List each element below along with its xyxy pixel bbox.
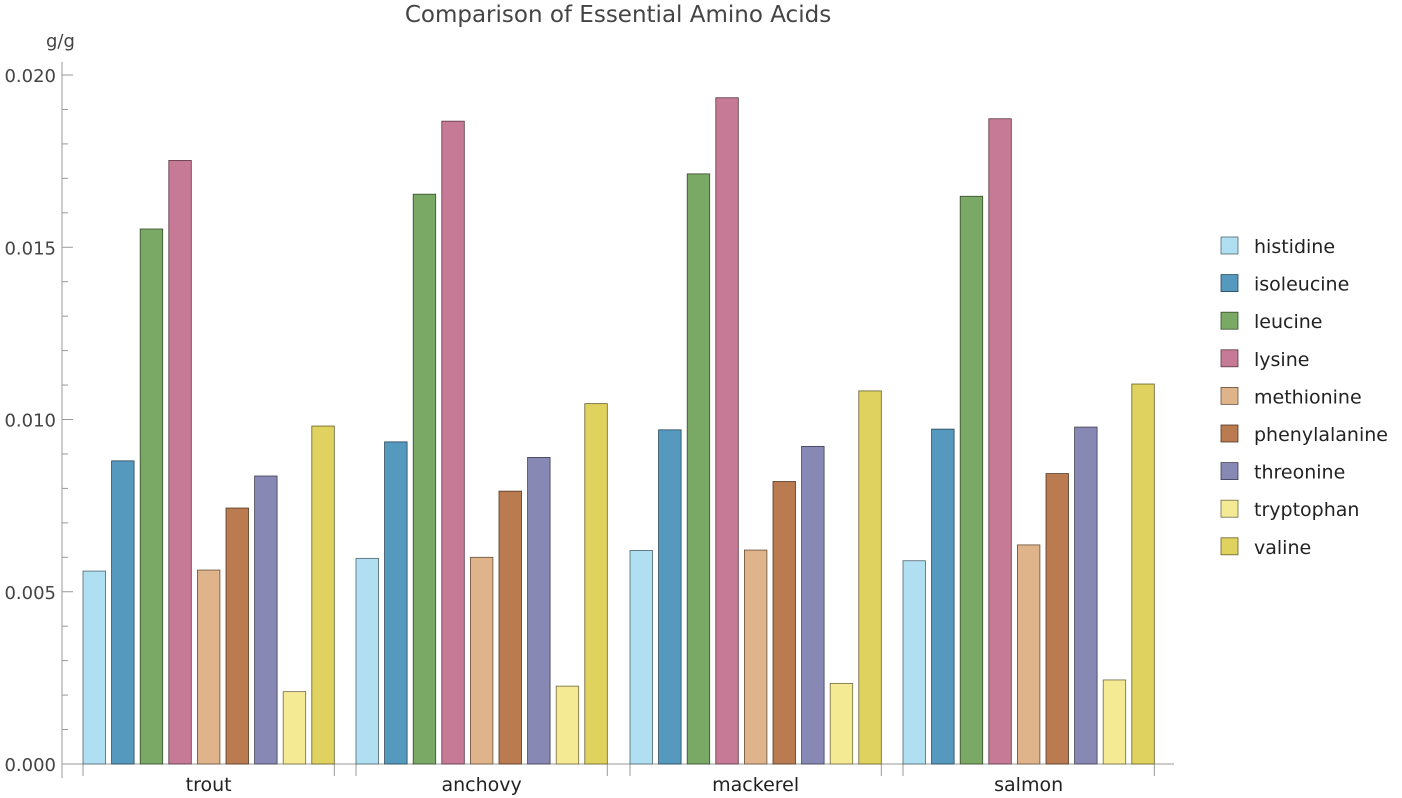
bar-salmon-valine [1131,383,1155,765]
legend-swatch [1220,386,1239,405]
bar-trout-isoleucine [111,460,135,765]
category-labels: trout anchovy mackerel salmon [186,774,1063,796]
category-label-trout: trout [186,774,232,796]
legend-swatch [1220,236,1239,255]
legend-swatch [1220,274,1239,293]
legend-label: tryptophan [1254,499,1359,521]
bar-trout-histidine [82,570,106,765]
bar-salmon-threonine [1074,426,1098,765]
y-tick-label: 0.015 [4,238,56,259]
bar-trout-leucine [139,228,164,765]
legend-swatch [1220,349,1239,368]
legend-label: histidine [1254,236,1335,258]
bar-salmon-tryptophan [1102,679,1127,765]
legend-label: threonine [1254,462,1345,484]
legend-label: lysine [1254,349,1309,371]
bar-salmon-methionine [1017,544,1041,765]
bar-anchovy-phenylalanine [498,490,522,765]
legend-item-tryptophan: tryptophan [1220,499,1359,521]
legend-label: leucine [1254,311,1322,333]
legend-item-methionine: methionine [1220,386,1362,408]
bar-trout-phenylalanine [225,507,249,765]
legend-swatch [1220,499,1239,518]
bar-mackerel-lysine [715,97,739,765]
bar-salmon-lysine [988,118,1012,765]
bar-anchovy-tryptophan [555,685,580,765]
legend: histidine isoleucine leucine lysine methioni… [1220,236,1388,559]
y-tick-label: 0.010 [4,411,56,432]
legend-swatch [1220,462,1239,481]
x-axis-ticks [82,764,1155,776]
bar-mackerel-methionine [744,549,768,765]
bar-mackerel-isoleucine [658,429,682,765]
bar-salmon-phenylalanine [1045,473,1069,765]
bar-trout-threonine [254,475,278,765]
bars [82,97,1155,765]
bar-mackerel-phenylalanine [772,481,796,765]
bar-trout-methionine [196,569,221,765]
chart-title: Comparison of Essential Amino Acids [405,2,831,28]
bar-anchovy-leucine [412,193,437,765]
category-label-mackerel: mackerel [712,774,799,796]
legend-swatch [1220,537,1239,556]
bar-salmon-histidine [902,560,926,765]
legend-item-valine: valine [1220,537,1311,559]
legend-item-phenylalanine: phenylalanine [1220,424,1388,446]
y-tick-label: 0.000 [4,755,56,776]
bar-mackerel-threonine [801,445,825,765]
bar-trout-valine [311,425,335,765]
bar-salmon-leucine [959,195,984,765]
y-axis-ticks: 0.000 0.005 0.010 0.015 0.020 [4,66,73,776]
category-label-salmon: salmon [994,774,1063,796]
legend-swatch [1220,311,1239,330]
category-label-anchovy: anchovy [442,774,522,796]
legend-label: phenylalanine [1254,424,1388,446]
bar-mackerel-tryptophan [829,682,854,765]
bar-anchovy-isoleucine [384,441,408,765]
bar-mackerel-leucine [686,173,711,765]
y-tick-label: 0.020 [4,66,56,87]
legend-swatch [1220,424,1239,443]
legend-label: valine [1254,537,1311,559]
legend-item-isoleucine: isoleucine [1220,274,1349,296]
bar-trout-lysine [168,160,192,765]
bar-anchovy-valine [584,403,608,765]
bar-mackerel-valine [858,390,882,765]
y-axis-unit-label: g/g [46,31,75,52]
legend-label: methionine [1254,386,1362,408]
legend-label: isoleucine [1254,274,1349,296]
bar-anchovy-lysine [441,120,465,765]
y-tick-label: 0.005 [4,583,56,604]
bar-mackerel-histidine [629,550,653,765]
legend-item-lysine: lysine [1220,349,1309,371]
bar-anchovy-histidine [355,557,379,765]
bar-anchovy-methionine [469,556,494,765]
legend-item-histidine: histidine [1220,236,1335,258]
bar-anchovy-threonine [527,456,551,765]
bar-trout-tryptophan [282,691,307,765]
legend-item-threonine: threonine [1220,462,1345,484]
bar-salmon-isoleucine [931,428,955,765]
legend-item-leucine: leucine [1220,311,1322,333]
